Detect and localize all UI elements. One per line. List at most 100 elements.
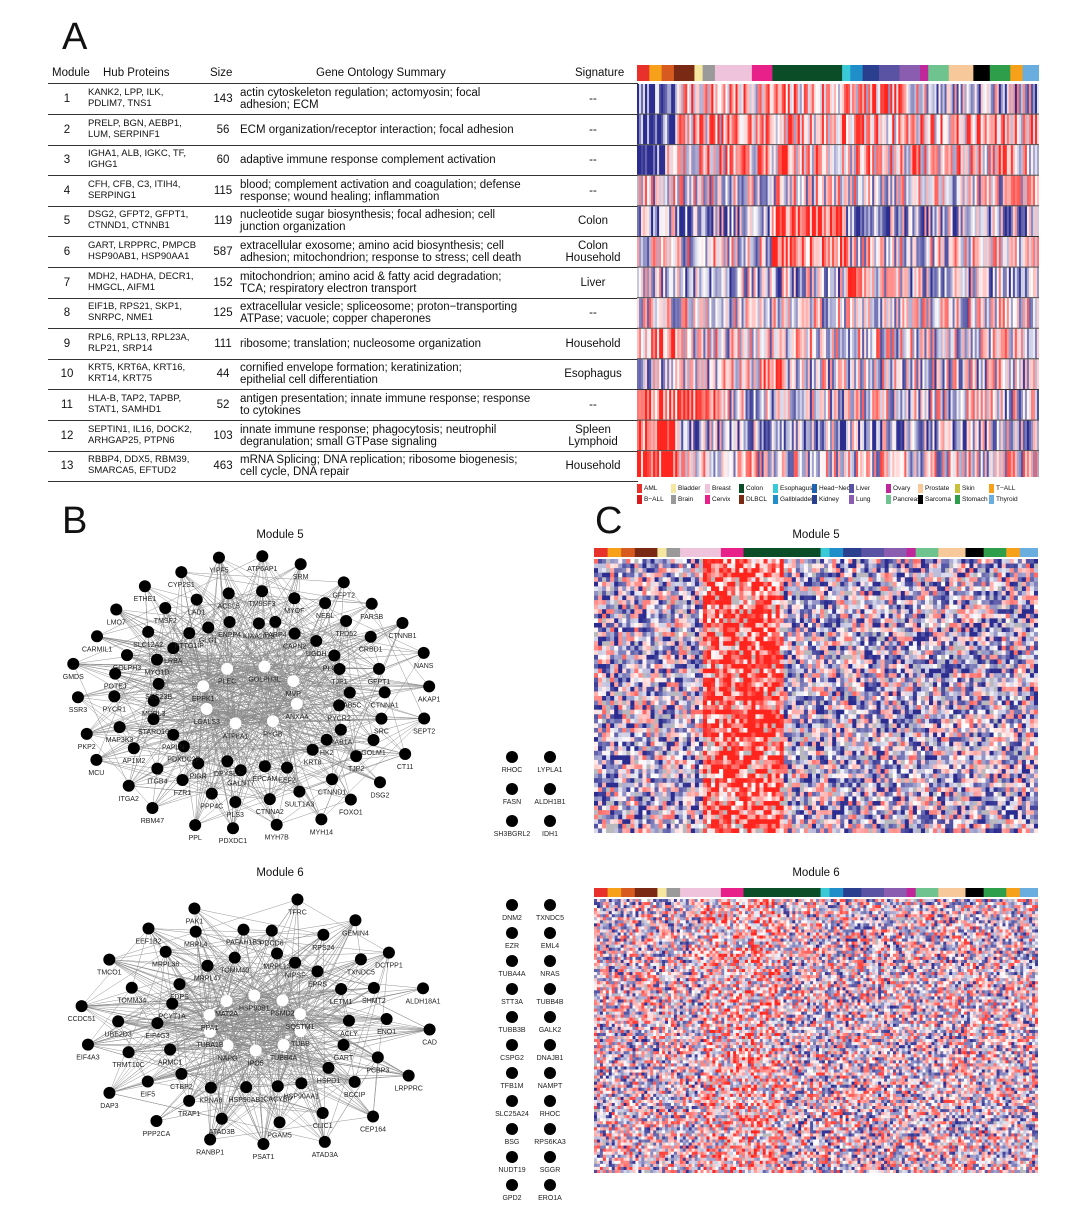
network-node: HSP90AA1 [284, 1077, 319, 1100]
network-node: ENO1 [377, 1012, 396, 1036]
legend-swatch [886, 495, 891, 504]
legend-label: Stomach [962, 496, 988, 504]
legend-label: DLBCL [746, 496, 767, 504]
network-node-label: RAB5C [338, 703, 361, 710]
network-node: STARD10 [138, 713, 169, 736]
signature: -- [548, 154, 638, 166]
legend-swatch [886, 484, 891, 493]
header-signature: Signature [575, 67, 624, 79]
network-node: GFPT1 [368, 662, 390, 686]
network-node-label: ARMC1 [158, 1059, 183, 1066]
annotation-segment [965, 888, 985, 897]
network-node-label: ALDH18A1 [406, 998, 441, 1005]
annotation-segment [899, 65, 921, 81]
network-node-label: RAB1A [329, 740, 352, 747]
legend-label: Sarcoma [925, 496, 951, 504]
table-row: 4 CFH, CFB, C3, ITIH4, SERPING1 115 blood; c… [48, 176, 638, 207]
annotation-segment [983, 548, 1007, 557]
network-node: ACLY [340, 1014, 358, 1038]
network-node: ENPP4 [218, 615, 241, 639]
network-node: LETM1 [330, 982, 352, 1006]
module-size: 463 [206, 460, 240, 472]
network-node: ITGB4 [147, 762, 168, 786]
network-node: PCBP3 [366, 1051, 389, 1074]
annotation-segment [714, 65, 753, 81]
table-header: Module Hub Proteins Size Gene Ontology S… [48, 64, 640, 84]
network-node: SULT1A3 [284, 785, 314, 809]
isolated-node-label: TXNDC5 [536, 915, 564, 922]
network-node: DCTPP1 [375, 946, 403, 970]
signature: -- [548, 185, 638, 197]
network-node-label: MCU [88, 770, 104, 777]
network-node: PSAT1 [253, 1137, 274, 1161]
legend-label: B−ALL [644, 496, 664, 504]
network-node-label: PARP4 [264, 632, 287, 639]
network-node-label: CAPN2 [283, 644, 306, 651]
legend-swatch [773, 495, 778, 504]
isolated-node-label: RHOC [540, 1111, 561, 1118]
isolated-node-label: STT3A [501, 999, 523, 1006]
legend-label: Pancreas [893, 496, 920, 504]
isolated-node-label: NUDT19 [498, 1167, 525, 1174]
network-node-label: CEP164 [360, 1127, 386, 1134]
legend-label: Bladder [678, 485, 700, 493]
isolated-node-label: ERO1A [538, 1195, 562, 1202]
heatmap-a-row [637, 84, 1039, 114]
isolated-node: ERO1A [538, 1179, 562, 1202]
module-number: 12 [48, 430, 86, 442]
isolated-node: SLC25A24 [495, 1095, 529, 1118]
annotation-segment [720, 888, 745, 897]
network-node: LRPPRC [394, 1069, 423, 1093]
network-node-label: DPYSL2 [214, 771, 241, 778]
isolated-node: GALK2 [539, 1011, 562, 1034]
network-node-label: PYCR1 [103, 706, 126, 713]
network-node-label: MYOF [284, 608, 304, 615]
header-module: Module [52, 67, 90, 79]
network-node-label: MYH7B [265, 835, 289, 842]
network-node: EIF4A3 [76, 1038, 100, 1062]
network-node: CACYBP [263, 1080, 293, 1103]
annotation-segment [694, 65, 704, 81]
network-node-label: MRPL38 [152, 962, 179, 969]
isolated-node: TFB1M [501, 1067, 524, 1090]
network-node-label: CTNNA1 [371, 702, 399, 709]
network-node-label: NEBL [316, 613, 334, 620]
network-node-label: ATAD3A [312, 1152, 339, 1159]
annotation-segment [594, 888, 609, 897]
network-node-label: SQSTM1 [286, 1024, 315, 1031]
network-node-label: LRBA [164, 658, 183, 665]
isolated-node-label: IDH1 [542, 831, 558, 838]
network-node: PDXDC2P [167, 740, 201, 763]
network-node-label: KIAA2013 [243, 633, 275, 640]
module-number: 4 [48, 185, 86, 197]
network-node: FDPS [170, 978, 189, 1001]
isolated-node-label: GALK2 [539, 1027, 562, 1034]
legend-swatch [955, 484, 960, 493]
network-node: FARSB [360, 597, 384, 621]
isolated-node-label: BSG [505, 1139, 520, 1146]
network-node-label: GEMIN4 [342, 930, 369, 937]
network-node: SHMT2 [362, 981, 386, 1005]
network-node-label: FOXO1 [339, 810, 363, 817]
annotation-segment [702, 65, 716, 81]
network-node-label: SEPT2 [413, 729, 435, 736]
network-node-label: TUBB [291, 1041, 310, 1048]
network-node-label: RANBP1 [196, 1150, 224, 1157]
annotation-segment [906, 888, 917, 897]
network-node: TMCO1 [97, 953, 122, 977]
module-number: 8 [48, 307, 86, 319]
annotation-segment [1010, 65, 1024, 81]
isolated-node-label: SLC25A24 [495, 1111, 529, 1118]
module-size: 119 [206, 215, 240, 227]
isolated-node-label: SGGR [540, 1167, 561, 1174]
go-summary: ECM organization/receptor interaction; f… [240, 124, 570, 136]
network-node-label: EEF1B2 [135, 939, 161, 946]
network-node-label: CARMIL1 [82, 646, 112, 653]
network-node: CRBD1 [359, 630, 383, 654]
isolated-node: NRAS [540, 955, 560, 978]
network-node: TRAF1 [178, 1094, 200, 1118]
network-node: ARMC1 [158, 1043, 183, 1066]
legend-swatch [812, 484, 817, 493]
network-node: KRT8 [304, 743, 322, 767]
network-node: DAP3 [100, 1086, 119, 1110]
